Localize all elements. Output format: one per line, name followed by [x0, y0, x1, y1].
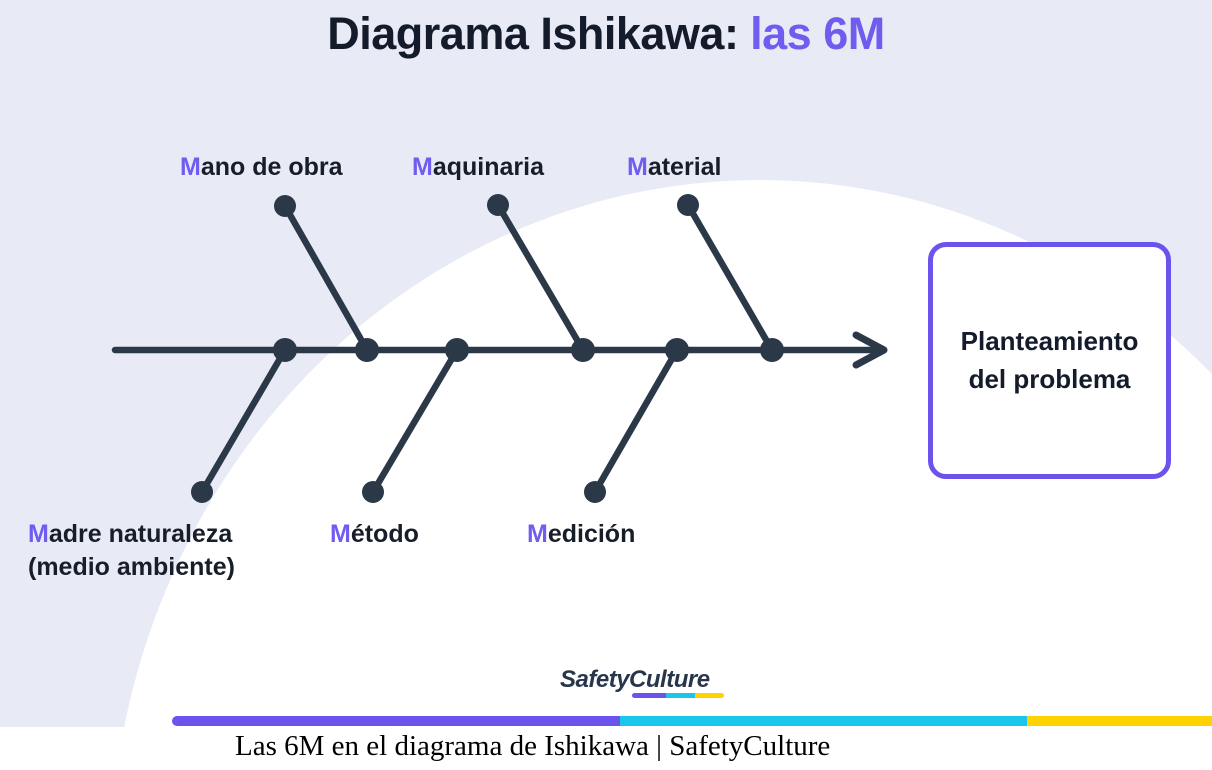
brand-bar-cyan [620, 716, 1027, 726]
cause-initial: M [527, 520, 548, 548]
branch-mano-de-obra [281, 202, 371, 354]
branch-metodo [369, 346, 461, 496]
junction-dot-2 [355, 338, 379, 362]
title-prefix: Diagrama Ishikawa: [327, 8, 739, 59]
cause-label-medicion: Medición [527, 518, 635, 551]
safetyculture-logo: SafetyCulture [560, 666, 724, 698]
cause-rest: adre naturaleza [48, 520, 233, 548]
logo-underline-yellow [695, 693, 724, 698]
junction-dot-1 [273, 338, 297, 362]
cause-rest: ano de obra [200, 153, 343, 181]
cause-label-mano-de-obra: Mano de obra [180, 151, 343, 184]
brand-bar-purple [172, 716, 620, 726]
cause-label-madre-naturaleza: Madre naturaleza (medio ambiente) [28, 518, 235, 584]
caption-strip: Las 6M en el diagrama de Ishikawa | Safe… [0, 727, 1212, 770]
cause-rest: étodo [350, 520, 419, 548]
logo-underline [632, 693, 724, 698]
junction-dot-3 [445, 338, 469, 362]
logo-text-culture: Culture [629, 666, 710, 693]
junction-dot-6 [760, 338, 784, 362]
problem-statement-box: Planteamiento del problema [928, 242, 1171, 479]
title-accent: las 6M [750, 8, 885, 59]
image-caption: Las 6M en el diagrama de Ishikawa | Safe… [235, 730, 831, 762]
logo-underline-cyan [666, 693, 695, 698]
page-title: Diagrama Ishikawa: las 6M [0, 8, 1212, 60]
logo-underline-purple [632, 693, 666, 698]
cause-initial: M [28, 520, 49, 548]
cause-sublabel: (medio ambiente) [28, 553, 235, 581]
cause-rest: aquinaria [432, 153, 544, 181]
arrowhead-icon [852, 331, 888, 369]
cause-initial: M [180, 153, 201, 181]
branch-maquinaria [494, 201, 587, 354]
cause-rest: aterial [647, 153, 722, 181]
junction-dot-5 [665, 338, 689, 362]
cause-label-maquinaria: Maquinaria [412, 151, 544, 184]
brand-bar-yellow [1027, 716, 1212, 726]
branch-material [684, 201, 776, 354]
problem-statement-label: Planteamiento del problema [960, 325, 1139, 394]
cause-label-metodo: Método [330, 518, 419, 551]
cause-rest: edición [547, 520, 636, 548]
cause-initial: M [627, 153, 648, 181]
diagram-stage: Diagrama Ishikawa: las 6M [0, 0, 1212, 727]
cause-initial: M [412, 153, 433, 181]
cause-initial: M [330, 520, 351, 548]
branch-madre-naturaleza [198, 346, 289, 496]
node-dot-madre-naturaleza [191, 481, 213, 503]
branch-medicion [591, 346, 681, 496]
node-dot-mano-de-obra [274, 195, 296, 217]
node-dot-metodo [362, 481, 384, 503]
fishbone-graphic [111, 194, 888, 503]
cause-label-material: Material [627, 151, 722, 184]
node-dot-maquinaria [487, 194, 509, 216]
junction-dot-4 [571, 338, 595, 362]
brand-color-bar [172, 716, 1212, 726]
node-dot-medicion [584, 481, 606, 503]
node-dot-material [677, 194, 699, 216]
logo-text-safety: Safety [560, 666, 630, 693]
